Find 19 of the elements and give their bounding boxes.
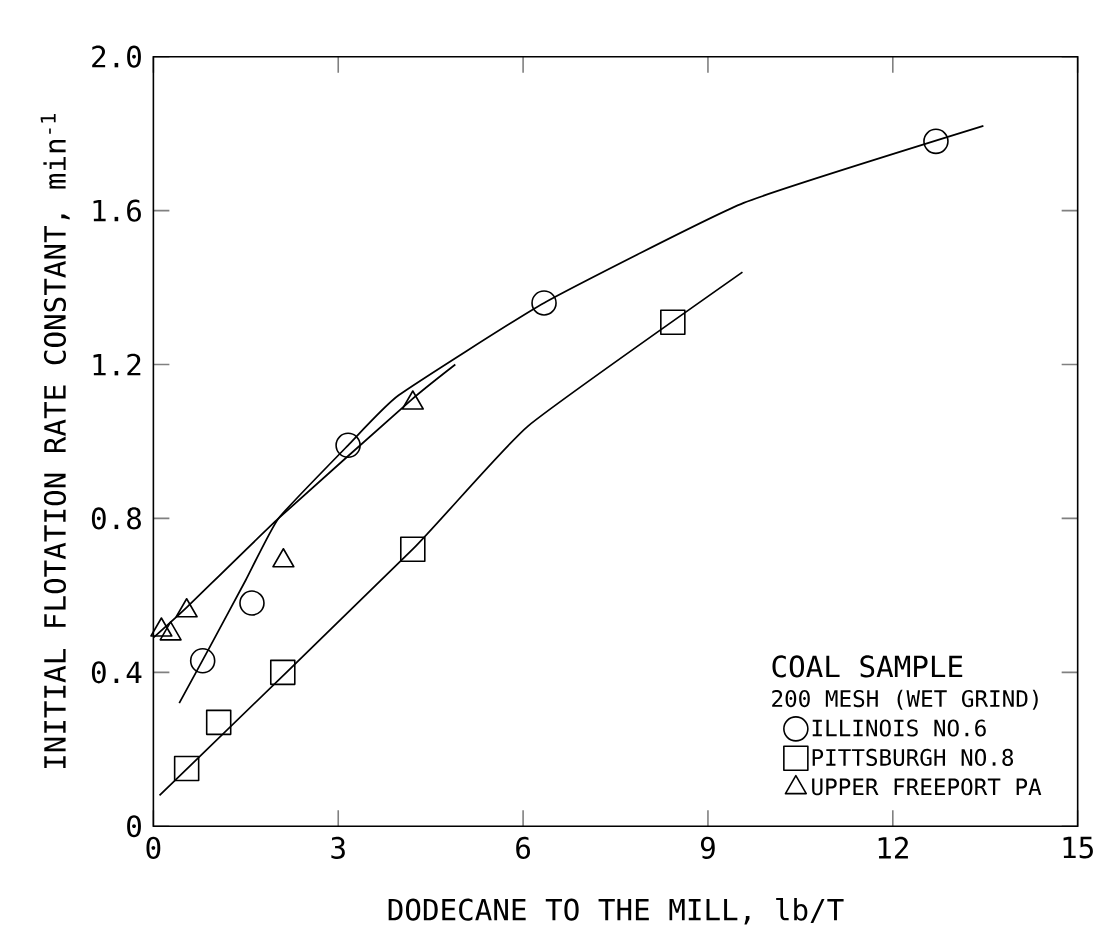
y-tick-label: 0.8 [91, 507, 141, 530]
y-tick-label: 0.4 [91, 661, 142, 684]
y-tick-label: 1.2 [93, 353, 141, 376]
y-tick-label: 1.6 [93, 199, 141, 222]
x-tick-label: 12 [878, 836, 908, 859]
y-axis-title: INITIAL FLOTATION RATE CONSTANT, min$^{-1}$ [40, 113, 70, 768]
x-tick-label: 6 [516, 836, 531, 859]
legend-title: COAL SAMPLE [772, 655, 963, 678]
annotation: 200 MESH (WET GRIND) [772, 689, 1038, 710]
y-tick-label: 0 [127, 815, 141, 838]
legend-label: PITTSBURGH NO.8 [812, 748, 1014, 766]
legend-label: ILLINOIS NO.6 [812, 719, 986, 737]
x-tick-label: 0 [146, 836, 161, 859]
x-tick-label: 15 [1063, 836, 1093, 859]
x-tick-label: 3 [331, 836, 345, 859]
x-tick-label: 9 [700, 836, 715, 859]
x-axis-title: DODECANE TO THE MILL, lb/T [388, 897, 844, 925]
legend-label: UPPER FREEPORT PA [812, 778, 1042, 796]
y-tick-label: 2.0 [92, 45, 141, 68]
